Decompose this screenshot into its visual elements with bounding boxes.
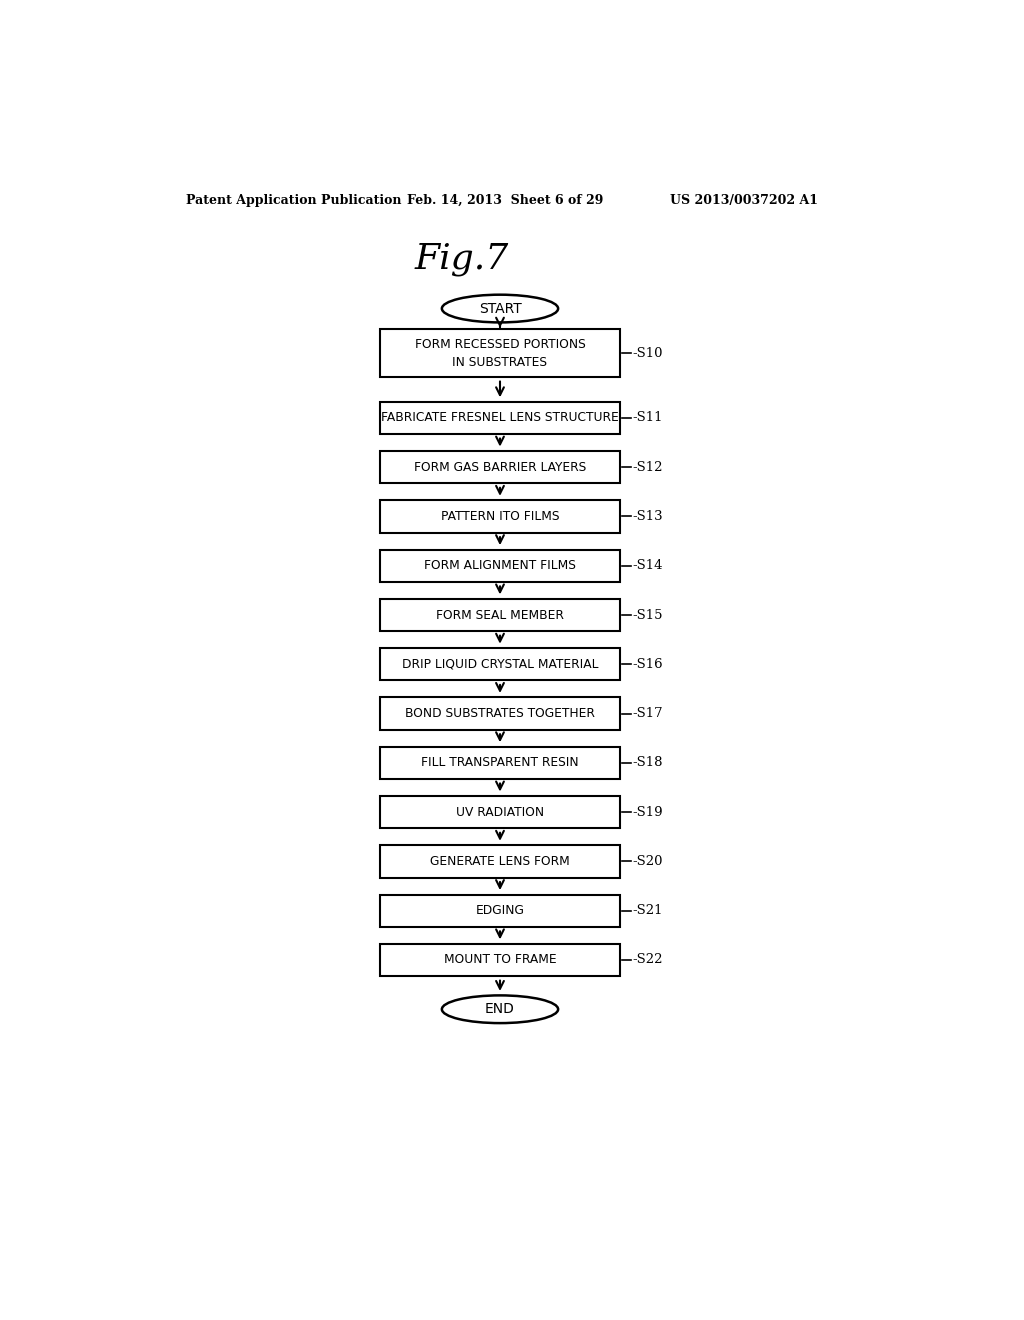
Text: -S17: -S17 — [633, 708, 664, 721]
Text: FILL TRANSPARENT RESIN: FILL TRANSPARENT RESIN — [421, 756, 579, 770]
Text: FORM RECESSED PORTIONS
IN SUBSTRATES: FORM RECESSED PORTIONS IN SUBSTRATES — [415, 338, 586, 368]
Text: MOUNT TO FRAME: MOUNT TO FRAME — [443, 953, 556, 966]
Text: BOND SUBSTRATES TOGETHER: BOND SUBSTRATES TOGETHER — [406, 708, 595, 721]
Bar — [380, 549, 621, 582]
Bar — [380, 648, 621, 681]
Ellipse shape — [442, 995, 558, 1023]
Text: US 2013/0037202 A1: US 2013/0037202 A1 — [671, 194, 818, 207]
Text: -S22: -S22 — [633, 953, 663, 966]
Bar — [380, 451, 621, 483]
Bar — [380, 747, 621, 779]
Bar — [380, 895, 621, 927]
Text: GENERATE LENS FORM: GENERATE LENS FORM — [430, 855, 570, 869]
Text: Fig.7: Fig.7 — [414, 242, 508, 276]
Bar — [380, 697, 621, 730]
Bar — [380, 330, 621, 378]
Bar — [380, 401, 621, 434]
Text: -S19: -S19 — [633, 805, 664, 818]
Bar — [380, 796, 621, 829]
Text: END: END — [485, 1002, 515, 1016]
Text: -S11: -S11 — [633, 412, 663, 425]
Text: -S20: -S20 — [633, 855, 663, 869]
Text: UV RADIATION: UV RADIATION — [456, 805, 544, 818]
Text: -S12: -S12 — [633, 461, 663, 474]
Text: -S10: -S10 — [633, 347, 663, 360]
Text: PATTERN ITO FILMS: PATTERN ITO FILMS — [440, 510, 559, 523]
Text: FABRICATE FRESNEL LENS STRUCTURE: FABRICATE FRESNEL LENS STRUCTURE — [381, 412, 618, 425]
Text: Patent Application Publication: Patent Application Publication — [186, 194, 401, 207]
Text: FORM ALIGNMENT FILMS: FORM ALIGNMENT FILMS — [424, 560, 575, 573]
Text: EDGING: EDGING — [475, 904, 524, 917]
Text: FORM GAS BARRIER LAYERS: FORM GAS BARRIER LAYERS — [414, 461, 586, 474]
Bar — [380, 944, 621, 975]
Text: -S14: -S14 — [633, 560, 663, 573]
Ellipse shape — [442, 294, 558, 322]
Text: -S15: -S15 — [633, 609, 663, 622]
Bar — [380, 599, 621, 631]
Text: -S13: -S13 — [633, 510, 664, 523]
Text: -S18: -S18 — [633, 756, 663, 770]
Text: START: START — [478, 301, 521, 315]
Bar — [380, 500, 621, 532]
Text: FORM SEAL MEMBER: FORM SEAL MEMBER — [436, 609, 564, 622]
Text: -S16: -S16 — [633, 657, 664, 671]
Text: Feb. 14, 2013  Sheet 6 of 29: Feb. 14, 2013 Sheet 6 of 29 — [407, 194, 603, 207]
Text: DRIP LIQUID CRYSTAL MATERIAL: DRIP LIQUID CRYSTAL MATERIAL — [401, 657, 598, 671]
Bar — [380, 845, 621, 878]
Text: -S21: -S21 — [633, 904, 663, 917]
